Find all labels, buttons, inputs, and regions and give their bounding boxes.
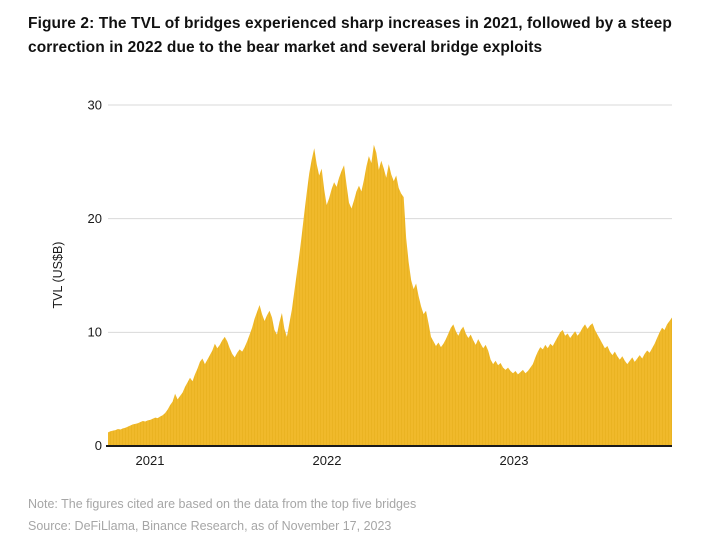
- x-tick-2023: 2023: [500, 453, 529, 468]
- source-text: Source: DeFiLlama, Binance Research, as …: [28, 519, 392, 533]
- figure-title-line-2: correction in 2022 due to the bear marke…: [28, 38, 543, 56]
- figure-footnotes: Note: The figures cited are based on the…: [28, 493, 416, 537]
- tvl-area-chart: 0 10 20 30 TVL (US$B) 2021 2022 2023: [51, 98, 672, 468]
- y-tick-10: 10: [88, 325, 102, 340]
- tvl-area-series: [108, 144, 672, 446]
- figure-title-line-1: Figure 2: The TVL of bridges experienced…: [28, 15, 672, 32]
- y-axis-title: TVL (US$B): [51, 242, 65, 309]
- y-tick-20: 20: [88, 211, 102, 226]
- y-tick-30: 30: [88, 98, 102, 113]
- note-text: Note: The figures cited are based on the…: [28, 497, 417, 511]
- x-tick-2021: 2021: [136, 453, 165, 468]
- x-tick-2022: 2022: [313, 453, 342, 468]
- figure-title: Figure 2: The TVL of bridges experienced…: [28, 12, 706, 59]
- y-tick-0: 0: [95, 438, 102, 453]
